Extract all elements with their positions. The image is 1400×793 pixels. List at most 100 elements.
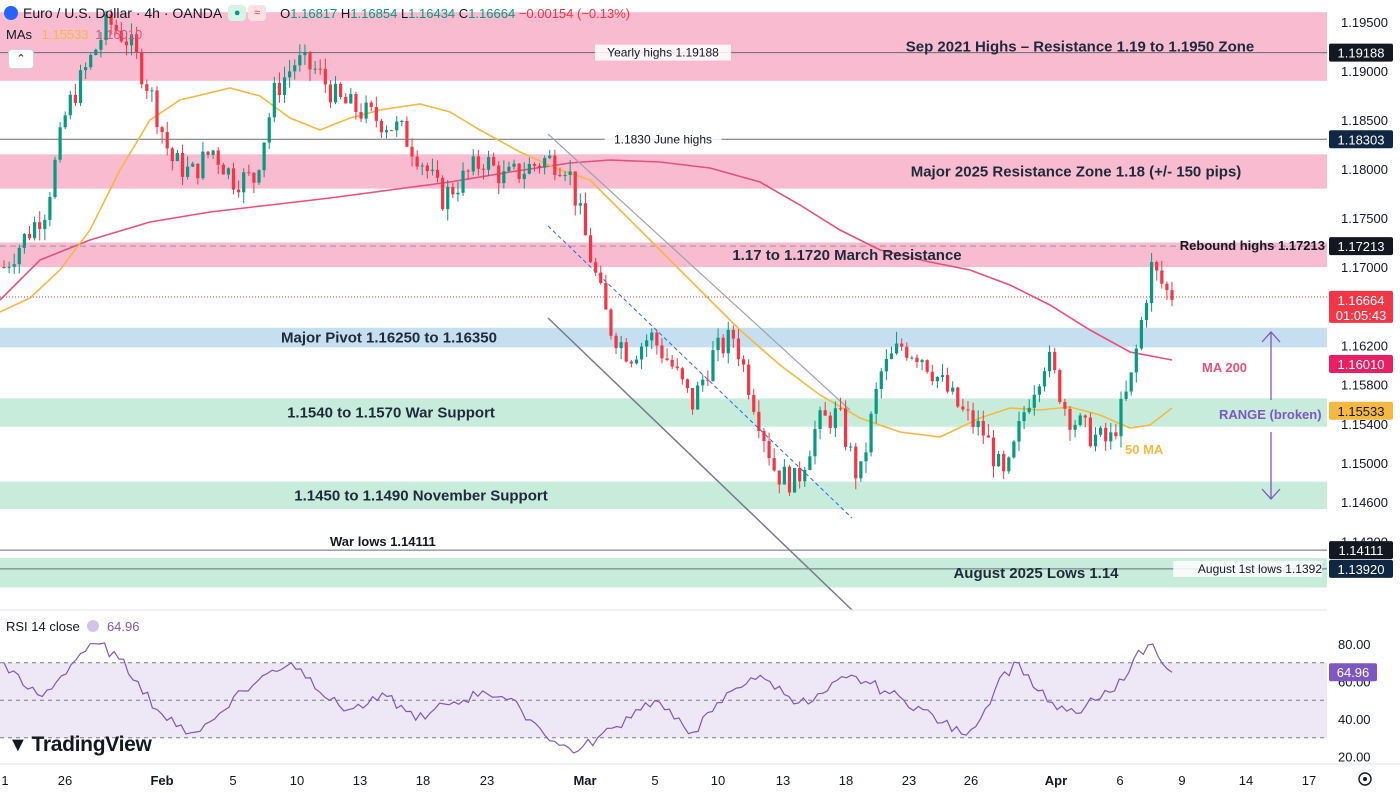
candle — [670, 354, 674, 370]
candle — [395, 116, 399, 137]
symbol-icon — [4, 6, 18, 20]
candle — [461, 162, 465, 197]
candle — [364, 95, 368, 124]
candles — [2, 9, 1174, 496]
candle — [1063, 398, 1067, 416]
candle — [435, 160, 440, 183]
svg-text:1.15533: 1.15533 — [1338, 404, 1385, 419]
candle — [226, 167, 231, 180]
candle — [507, 161, 511, 173]
price-axis[interactable]: 1.19500 1.19000 1.18500 1.18000 1.17500 1.170… — [1328, 0, 1400, 610]
candle — [680, 367, 684, 385]
compare-icon[interactable]: ● — [228, 5, 247, 21]
ma50-annotation: 50 MA — [1125, 442, 1164, 457]
candle — [981, 410, 985, 445]
indicator-pills: ● ≈ — [228, 5, 267, 21]
range-arrow-up-icon — [1261, 331, 1281, 400]
candle — [374, 96, 378, 128]
ma-legend[interactable]: MAs 1.15533 1.16010 — [6, 27, 142, 42]
rsi-pane[interactable] — [0, 609, 1327, 754]
candle — [996, 450, 1001, 467]
candle — [339, 81, 343, 100]
candle — [645, 334, 649, 357]
time-tick-4: 10 — [290, 773, 304, 788]
candle — [905, 342, 909, 361]
candle — [1073, 420, 1077, 438]
candle — [1104, 422, 1108, 451]
candle — [655, 329, 659, 355]
candle — [38, 211, 42, 241]
wave-icon[interactable]: ≈ — [248, 5, 267, 21]
candle — [604, 274, 608, 310]
candle — [247, 164, 251, 176]
rsi-value-badge: 64.96 — [1329, 663, 1377, 682]
candle — [410, 138, 414, 167]
price-tick-8: 1.15400 — [1341, 417, 1388, 432]
time-axis[interactable]: 1 26 Feb 5 10 13 18 23 Mar 5 10 13 18 23 26 Apr 6 9 14 17 — [0, 763, 1400, 788]
candle — [747, 359, 751, 400]
candle — [537, 162, 542, 174]
ma200-line — [0, 159, 1173, 361]
candle — [206, 151, 210, 159]
level-label-4: August 1st lows 1.1392 — [1198, 562, 1322, 576]
candle — [859, 461, 863, 483]
svg-text:1.17213: 1.17213 — [1338, 239, 1385, 254]
time-tick-6: 18 — [416, 773, 430, 788]
candle — [466, 169, 470, 180]
candle — [792, 467, 797, 493]
candle — [609, 308, 613, 340]
candle — [777, 470, 781, 494]
candle — [1109, 422, 1113, 450]
price-tick-0: 1.19500 — [1341, 15, 1388, 30]
close-value: 1.16664 — [468, 5, 516, 21]
zone-support-4 — [0, 398, 1327, 427]
candle — [293, 59, 297, 80]
candle — [2, 260, 6, 269]
price-zones — [0, 12, 1327, 588]
candle — [237, 180, 241, 198]
candle — [527, 157, 531, 175]
svg-text:64.96: 64.96 — [1337, 665, 1370, 680]
symbol-title[interactable]: Euro / U.S. Dollar · 4h · OANDA — [23, 5, 223, 21]
candle — [741, 355, 746, 372]
candle — [874, 382, 878, 424]
time-tick-1: 26 — [58, 773, 72, 788]
level-label-3: War lows 1.14111 — [330, 534, 436, 549]
rsi-legend[interactable]: RSI 14 close 64.96 — [6, 619, 140, 634]
candle — [104, 10, 108, 46]
price-tick-6: 1.16200 — [1341, 338, 1388, 353]
candle — [660, 338, 664, 364]
rsi-legend-value: 64.96 — [106, 619, 140, 634]
candle — [119, 22, 123, 44]
candle — [854, 442, 858, 490]
candle — [843, 400, 848, 451]
badge-june-highs: 1.18303 — [1329, 130, 1393, 149]
range-arrow-down-icon — [1261, 432, 1281, 500]
price-tick-5: 1.17000 — [1341, 260, 1388, 275]
candle — [390, 129, 394, 132]
settings-gear-icon[interactable] — [1358, 772, 1372, 786]
candle — [476, 149, 480, 176]
tradingview-logo[interactable]: ▼ TradingView — [8, 733, 152, 757]
candle — [1068, 406, 1072, 441]
candle — [277, 72, 282, 103]
candle — [257, 169, 261, 185]
candle — [58, 122, 62, 163]
time-tick-17: 9 — [1178, 773, 1185, 788]
candle — [175, 149, 180, 162]
candle — [583, 192, 588, 236]
candle — [1170, 281, 1174, 307]
candle — [1088, 412, 1092, 448]
ma200-legend-value: 1.16010 — [95, 27, 143, 42]
badge-ma200: 1.16010 — [1329, 355, 1393, 374]
candle — [502, 160, 506, 189]
candle — [787, 464, 792, 496]
change-value: −0.00154 (−0.13%) — [518, 5, 631, 21]
candle — [599, 265, 603, 285]
collapse-legend-button[interactable]: ⌃ — [8, 49, 34, 69]
candle — [1160, 261, 1164, 289]
candle — [231, 162, 236, 195]
candle — [1058, 368, 1062, 405]
